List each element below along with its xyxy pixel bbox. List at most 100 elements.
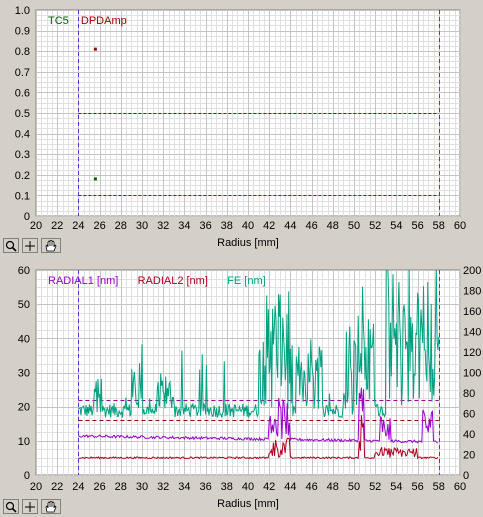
x-tick-label: 34	[178, 481, 190, 493]
x-tick-label: 58	[433, 220, 445, 232]
x-tick-label: 52	[369, 220, 381, 232]
series-radial2	[78, 415, 439, 460]
crosshair-button-bottom[interactable]	[22, 499, 38, 514]
legend-entry: FE [nm]	[227, 275, 266, 287]
x-tick-label: 32	[157, 220, 169, 232]
x-tick-label: 44	[284, 481, 296, 493]
y2-tick-label: 180	[463, 286, 481, 298]
x-tick-label: 50	[348, 481, 360, 493]
x-tick-label: 54	[390, 481, 402, 493]
y-tick-label: 1.0	[15, 5, 30, 17]
x-tick-label: 56	[411, 220, 423, 232]
x-tick-label: 30	[136, 481, 148, 493]
series-lines	[78, 270, 440, 460]
y-tick-label: 50	[18, 299, 30, 311]
x-tick-label: 38	[221, 481, 233, 493]
series-fe	[78, 270, 440, 419]
y-tick-label: 0.8	[15, 46, 30, 58]
pan-hand-icon	[45, 500, 57, 512]
x-tick-label: 58	[433, 481, 445, 493]
x-tick-label: 44	[284, 220, 296, 232]
x-tick-label: 54	[390, 220, 402, 232]
crosshair-icon	[25, 240, 35, 251]
x-tick-label: 48	[327, 220, 339, 232]
y-tick-label: 40	[18, 333, 30, 345]
x-tick-label: 38	[221, 220, 233, 232]
y-tick-label: 0	[24, 470, 30, 482]
data-point	[93, 47, 97, 51]
x-tick-label: 60	[454, 220, 466, 232]
x-tick-label: 42	[263, 481, 275, 493]
x-tick-label: 24	[72, 220, 84, 232]
y2-tick-label: 40	[463, 429, 475, 441]
x-tick-label: 50	[348, 220, 360, 232]
x-tick-label: 60	[454, 481, 466, 493]
x-tick-label: 34	[178, 220, 190, 232]
x-tick-label: 40	[242, 220, 254, 232]
x-tick-label: 22	[51, 481, 63, 493]
series-radial1	[78, 387, 439, 444]
y-tick-label: 10	[18, 436, 30, 448]
x-tick-label: 56	[411, 481, 423, 493]
x-tick-label: 26	[93, 481, 105, 493]
pan-hand-icon	[45, 239, 57, 251]
x-tick-label: 46	[305, 481, 317, 493]
y2-tick-label: 20	[463, 450, 475, 462]
y-tick-label: 0.6	[15, 87, 30, 99]
zoom-button-bottom[interactable]	[3, 499, 19, 514]
y2-tick-label: 80	[463, 388, 475, 400]
y2-tick-label: 100	[463, 368, 481, 380]
x-tick-label: 46	[305, 220, 317, 232]
x-tick-label: 20	[30, 481, 42, 493]
x-tick-label: 40	[242, 481, 254, 493]
x-tick-label: 36	[199, 481, 211, 493]
x-tick-label: 32	[157, 481, 169, 493]
crosshair-button-top[interactable]	[22, 238, 38, 253]
y2-tick-label: 60	[463, 409, 475, 421]
x-tick-label: 30	[136, 220, 148, 232]
x-tick-label: 48	[327, 481, 339, 493]
y2-tick-label: 160	[463, 306, 481, 318]
crosshair-icon	[25, 501, 35, 512]
pan-button-bottom[interactable]	[41, 499, 61, 514]
x-tick-label: 20	[30, 220, 42, 232]
zoom-button-top[interactable]	[3, 238, 19, 253]
y-tick-label: 60	[18, 265, 30, 277]
y-tick-label: 0.2	[15, 170, 30, 182]
x-axis-label: Radius [mm]	[217, 498, 279, 510]
zoom-icon	[5, 240, 17, 252]
y2-tick-label: 0	[463, 470, 469, 482]
legend-entry: TC5	[48, 15, 69, 27]
legend-entry: RADIAL2 [nm]	[138, 275, 208, 287]
x-tick-label: 42	[263, 220, 275, 232]
y-tick-label: 0.5	[15, 108, 30, 120]
chart-pane-1: 20 22 24 26 28 30 32 34 36 38 40 42 44 46 48 50 52 54 56 58…	[15, 5, 466, 249]
legend-entry: RADIAL1 [nm]	[48, 275, 118, 287]
x-tick-label: 52	[369, 481, 381, 493]
y-tick-label: 0.3	[15, 149, 30, 161]
y2-tick-label: 140	[463, 327, 481, 339]
y2-tick-label: 200	[463, 265, 481, 277]
pane-splitter[interactable]	[0, 253, 483, 259]
x-tick-label: 36	[199, 220, 211, 232]
x-tick-label: 22	[51, 220, 63, 232]
y-tick-label: 0	[24, 211, 30, 223]
y-tick-label: 0.9	[15, 26, 30, 38]
y-tick-label: 0.7	[15, 67, 30, 79]
data-point	[93, 177, 97, 181]
x-tick-label: 28	[115, 220, 127, 232]
zoom-icon	[5, 501, 17, 513]
y2-tick-label: 120	[463, 347, 481, 359]
y-tick-label: 20	[18, 402, 30, 414]
x-axis-label: Radius [mm]	[217, 237, 279, 249]
pan-button-top[interactable]	[41, 238, 61, 253]
chart-pane-2: 20 22 24 26 28 30 32 34 36 38 40 42 44 46 48 50 52 54 56 58…	[18, 265, 482, 510]
y-tick-label: 0.1	[15, 190, 30, 202]
y-tick-label: 0.4	[15, 129, 30, 141]
y-tick-label: 30	[18, 368, 30, 380]
x-tick-label: 24	[72, 481, 84, 493]
legend-entry: DPDAmp	[81, 15, 127, 27]
x-tick-label: 26	[93, 220, 105, 232]
x-tick-label: 28	[115, 481, 127, 493]
